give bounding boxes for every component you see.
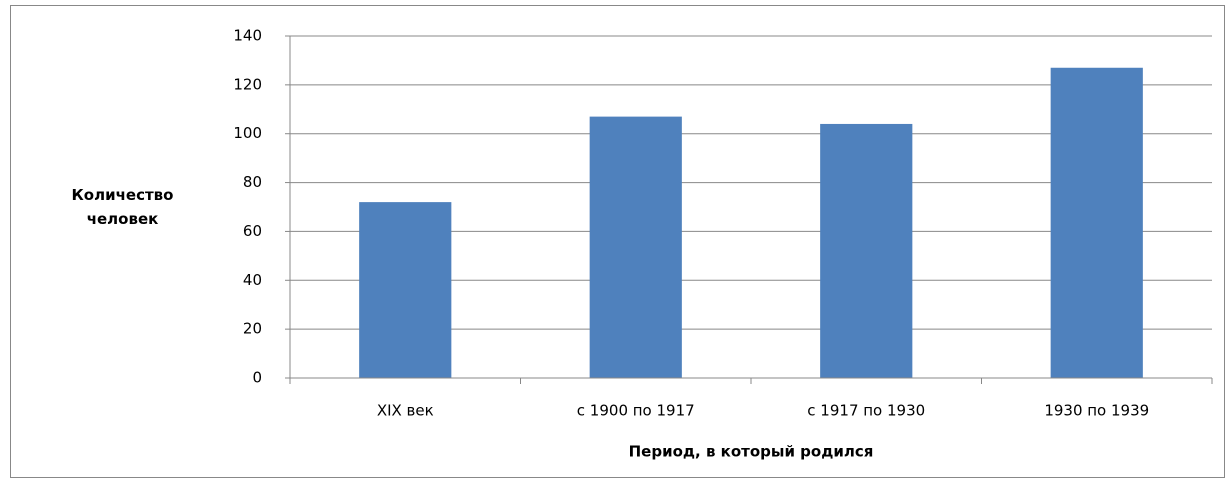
y-tick-label: 0 xyxy=(252,369,262,387)
y-tick-label: 40 xyxy=(243,271,262,289)
bar xyxy=(820,123,913,378)
y-tick-label: 120 xyxy=(233,75,262,93)
bar xyxy=(1050,67,1143,378)
y-axis-label: Количество человек xyxy=(71,186,174,228)
x-tick-label: с 1900 по 1917 xyxy=(577,402,695,420)
x-tick-label: 1930 по 1939 xyxy=(1044,402,1149,420)
bar xyxy=(589,116,682,378)
y-tick-label: 140 xyxy=(233,27,262,45)
x-tick-label: с 1917 по 1930 xyxy=(807,402,925,420)
y-tick-label: 100 xyxy=(233,124,262,142)
y-tick-label: 60 xyxy=(243,222,262,240)
x-tick-label: XIX век xyxy=(377,402,434,420)
x-axis-label: Период, в который родился xyxy=(629,443,874,461)
bar xyxy=(359,202,452,378)
y-tick-label: 80 xyxy=(243,173,262,191)
y-tick-label: 20 xyxy=(243,320,262,338)
